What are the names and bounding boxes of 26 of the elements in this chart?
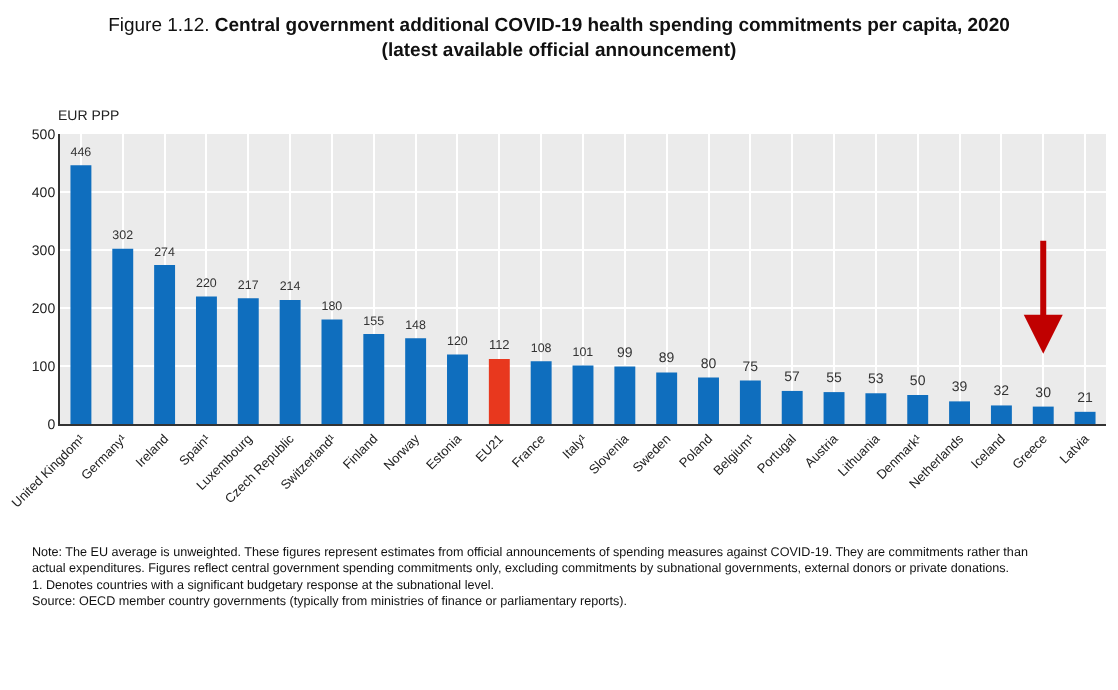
bar [614, 366, 636, 424]
bar [907, 395, 929, 424]
bar [70, 165, 92, 424]
bar [195, 296, 217, 424]
bar [447, 354, 468, 424]
bar [572, 365, 594, 424]
bar [823, 392, 845, 424]
bar [154, 265, 176, 424]
bar [949, 401, 971, 424]
bar [656, 372, 678, 424]
bar [990, 405, 1012, 424]
bar [1074, 411, 1096, 424]
bar [781, 390, 803, 424]
bar [237, 298, 259, 424]
bar [739, 380, 761, 424]
bar [405, 338, 427, 424]
chart-title: Figure 1.12. Central government additional COVID-19 health spending commitments per capita, 2020 (latest available official announcement) [108, 15, 1010, 62]
bar [321, 319, 343, 424]
bar [363, 334, 385, 424]
bar [488, 359, 510, 424]
bar [698, 377, 719, 424]
bar [865, 393, 887, 424]
bar [530, 361, 552, 424]
bar [1032, 406, 1054, 424]
bar [112, 248, 134, 424]
bar [279, 299, 301, 424]
